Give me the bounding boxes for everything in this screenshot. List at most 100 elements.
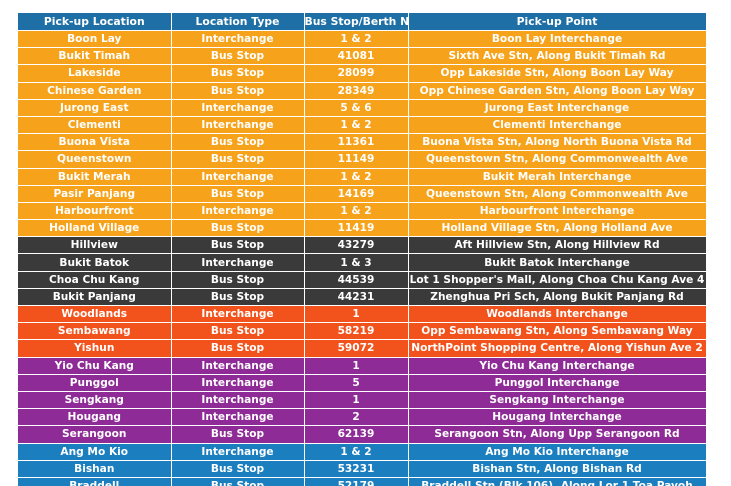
cell-location-type: Bus Stop	[171, 288, 305, 307]
cell-bus-stop-no: 2	[304, 408, 409, 427]
cell-location-type: Bus Stop	[171, 477, 305, 486]
cell-location-type: Bus Stop	[171, 185, 305, 203]
table-row: Yishun Bus Stop 59072 NorthPoint Shopping C…	[18, 339, 706, 358]
cell-pickup-location: Harbourfront	[18, 202, 172, 221]
cell-pickup-point: Punggol Interchange	[408, 374, 706, 392]
cell-pickup-location: Clementi	[18, 116, 172, 135]
cell-pickup-point: Sengkang Interchange	[408, 391, 706, 410]
table-row: Bukit Batok Interchange 1 & 3 Bukit Batok I…	[18, 253, 706, 272]
cell-pickup-point: Harbourfront Interchange	[408, 202, 706, 221]
table-row: Bukit Merah Interchange 1 & 2 Bukit Merah I…	[18, 168, 706, 186]
cell-location-type: Bus Stop	[171, 133, 305, 152]
cell-bus-stop-no: 14169	[304, 185, 409, 203]
cell-bus-stop-no: 11419	[304, 219, 409, 238]
header-bus-stop-no: Bus Stop/Berth No.	[304, 13, 409, 31]
cell-pickup-location: Choa Chu Kang	[18, 271, 172, 289]
cell-pickup-location: Braddell	[18, 477, 172, 486]
cell-pickup-point: Buona Vista Stn, Along North Buona Vista…	[408, 133, 706, 152]
cell-pickup-point: Sixth Ave Stn, Along Bukit Timah Rd	[408, 47, 706, 66]
cell-location-type: Bus Stop	[171, 460, 305, 478]
cell-pickup-location: Hillview	[18, 236, 172, 255]
cell-bus-stop-no: 1 & 2	[304, 30, 409, 49]
cell-bus-stop-no: 43279	[304, 236, 409, 255]
cell-location-type: Interchange	[171, 357, 305, 375]
cell-location-type: Interchange	[171, 202, 305, 221]
cell-pickup-point: Opp Lakeside Stn, Along Boon Lay Way	[408, 64, 706, 83]
table-row: Choa Chu Kang Bus Stop 44539 Lot 1 Shopper'…	[18, 271, 706, 289]
cell-pickup-location: Lakeside	[18, 64, 172, 83]
cell-location-type: Bus Stop	[171, 339, 305, 358]
table-row: Boon Lay Interchange 1 & 2 Boon Lay Interch…	[18, 30, 706, 49]
cell-pickup-location: Hougang	[18, 408, 172, 427]
cell-pickup-location: Boon Lay	[18, 30, 172, 49]
cell-pickup-location: Yio Chu Kang	[18, 357, 172, 375]
table-row: Harbourfront Interchange 1 & 2 Harbourfront…	[18, 202, 706, 221]
table-row: Hillview Bus Stop 43279 Aft Hillview Stn, A…	[18, 236, 706, 255]
cell-bus-stop-no: 52179	[304, 477, 409, 486]
cell-pickup-location: Holland Village	[18, 219, 172, 238]
cell-location-type: Bus Stop	[171, 150, 305, 169]
cell-location-type: Bus Stop	[171, 271, 305, 289]
cell-location-type: Bus Stop	[171, 425, 305, 444]
cell-bus-stop-no: 28099	[304, 64, 409, 83]
cell-location-type: Interchange	[171, 30, 305, 49]
cell-location-type: Interchange	[171, 99, 305, 117]
cell-pickup-point: Aft Hillview Stn, Along Hillview Rd	[408, 236, 706, 255]
cell-location-type: Bus Stop	[171, 322, 305, 341]
table-row: Bukit Panjang Bus Stop 44231 Zhenghua Pri S…	[18, 288, 706, 307]
cell-pickup-point: Yio Chu Kang Interchange	[408, 357, 706, 375]
cell-location-type: Interchange	[171, 253, 305, 272]
table-row: Ang Mo Kio Interchange 1 & 2 Ang Mo Kio Int…	[18, 443, 706, 461]
cell-pickup-location: Bukit Timah	[18, 47, 172, 66]
table-row: Jurong East Interchange 5 & 6 Jurong East I…	[18, 99, 706, 117]
cell-location-type: Interchange	[171, 374, 305, 392]
cell-pickup-location: Chinese Garden	[18, 82, 172, 100]
cell-pickup-location: Sembawang	[18, 322, 172, 341]
header-location-type: Location Type	[171, 13, 305, 31]
cell-bus-stop-no: 1 & 2	[304, 116, 409, 135]
cell-pickup-location: Bukit Batok	[18, 253, 172, 272]
table-body: Boon Lay Interchange 1 & 2 Boon Lay Interch…	[18, 30, 706, 486]
cell-pickup-point: Woodlands Interchange	[408, 305, 706, 324]
cell-bus-stop-no: 11361	[304, 133, 409, 152]
cell-bus-stop-no: 59072	[304, 339, 409, 358]
table-row: Pasir Panjang Bus Stop 14169 Queenstown Stn…	[18, 185, 706, 203]
cell-pickup-point: Jurong East Interchange	[408, 99, 706, 117]
table-row: Bukit Timah Bus Stop 41081 Sixth Ave Stn, A…	[18, 47, 706, 66]
cell-pickup-location: Punggol	[18, 374, 172, 392]
cell-location-type: Interchange	[171, 391, 305, 410]
pickup-table-container: Pick-up Location Location Type Bus Stop/…	[18, 13, 706, 486]
table-row: Woodlands Interchange 1 Woodlands Interchan…	[18, 305, 706, 324]
cell-pickup-location: Bukit Panjang	[18, 288, 172, 307]
cell-pickup-point: Boon Lay Interchange	[408, 30, 706, 49]
cell-pickup-location: Jurong East	[18, 99, 172, 117]
table-row: Bishan Bus Stop 53231 Bishan Stn, Along Bis…	[18, 460, 706, 478]
table-header: Pick-up Location Location Type Bus Stop/…	[18, 13, 706, 31]
cell-location-type: Bus Stop	[171, 82, 305, 100]
cell-pickup-location: Buona Vista	[18, 133, 172, 152]
cell-bus-stop-no: 1 & 3	[304, 253, 409, 272]
table-row: Clementi Interchange 1 & 2 Clementi Interch…	[18, 116, 706, 135]
header-pickup-location: Pick-up Location	[18, 13, 172, 31]
table-row: Sengkang Interchange 1 Sengkang Interchange	[18, 391, 706, 410]
table-row: Yio Chu Kang Interchange 1 Yio Chu Kang Int…	[18, 357, 706, 375]
cell-bus-stop-no: 1	[304, 391, 409, 410]
cell-pickup-location: Serangoon	[18, 425, 172, 444]
cell-bus-stop-no: 44231	[304, 288, 409, 307]
cell-pickup-point: Clementi Interchange	[408, 116, 706, 135]
cell-pickup-point: Opp Chinese Garden Stn, Along Boon Lay W…	[408, 82, 706, 100]
cell-pickup-point: NorthPoint Shopping Centre, Along Yishun…	[408, 339, 706, 358]
cell-location-type: Interchange	[171, 116, 305, 135]
cell-bus-stop-no: 5 & 6	[304, 99, 409, 117]
cell-pickup-location: Yishun	[18, 339, 172, 358]
cell-bus-stop-no: 28349	[304, 82, 409, 100]
table-row: Lakeside Bus Stop 28099 Opp Lakeside Stn, A…	[18, 64, 706, 83]
cell-bus-stop-no: 5	[304, 374, 409, 392]
cell-location-type: Interchange	[171, 443, 305, 461]
cell-pickup-point: Lot 1 Shopper's Mall, Along Choa Chu Kan…	[408, 271, 706, 289]
cell-bus-stop-no: 58219	[304, 322, 409, 341]
cell-location-type: Bus Stop	[171, 64, 305, 83]
pickup-table: Pick-up Location Location Type Bus Stop/…	[18, 13, 706, 486]
cell-bus-stop-no: 1 & 2	[304, 443, 409, 461]
table-row: Buona Vista Bus Stop 11361 Buona Vista Stn,…	[18, 133, 706, 152]
